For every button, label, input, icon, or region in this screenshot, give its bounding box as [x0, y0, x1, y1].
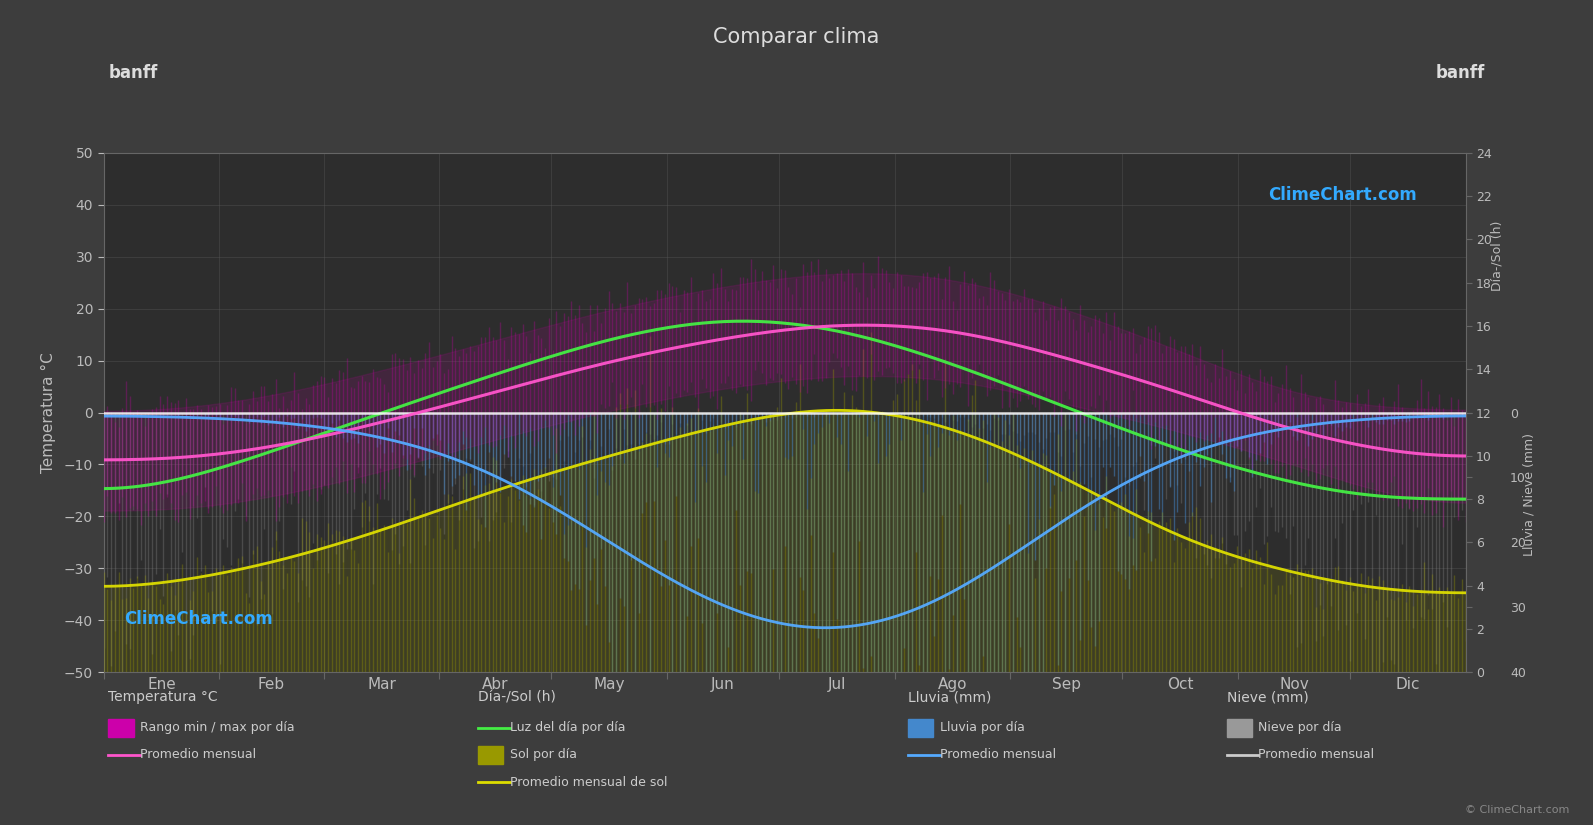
- Text: ClimeChart.com: ClimeChart.com: [124, 610, 272, 628]
- Text: Día-/Sol (h): Día-/Sol (h): [478, 691, 556, 704]
- Text: banff: banff: [1435, 64, 1485, 82]
- Text: ClimeChart.com: ClimeChart.com: [1268, 186, 1416, 205]
- Text: Rango min / max por día: Rango min / max por día: [140, 721, 295, 734]
- Text: Promedio mensual: Promedio mensual: [1258, 748, 1375, 761]
- Text: Promedio mensual: Promedio mensual: [940, 748, 1056, 761]
- Text: banff: banff: [108, 64, 158, 82]
- Text: Luz del día por día: Luz del día por día: [510, 721, 626, 734]
- Text: Día-/Sol (h): Día-/Sol (h): [1491, 220, 1504, 291]
- Text: Lluvia / Nieve (mm): Lluvia / Nieve (mm): [1523, 433, 1536, 557]
- Text: Nieve por día: Nieve por día: [1258, 721, 1341, 734]
- Text: Promedio mensual de sol: Promedio mensual de sol: [510, 776, 667, 789]
- Text: Temperatura °C: Temperatura °C: [108, 691, 218, 704]
- Text: © ClimeChart.com: © ClimeChart.com: [1464, 805, 1569, 815]
- Y-axis label: Temperatura °C: Temperatura °C: [40, 352, 56, 473]
- Text: Promedio mensual: Promedio mensual: [140, 748, 256, 761]
- Text: Nieve (mm): Nieve (mm): [1227, 691, 1308, 704]
- Text: Comparar clima: Comparar clima: [714, 27, 879, 47]
- Text: Lluvia por día: Lluvia por día: [940, 721, 1024, 734]
- Text: Sol por día: Sol por día: [510, 748, 577, 761]
- Text: Lluvia (mm): Lluvia (mm): [908, 691, 991, 704]
